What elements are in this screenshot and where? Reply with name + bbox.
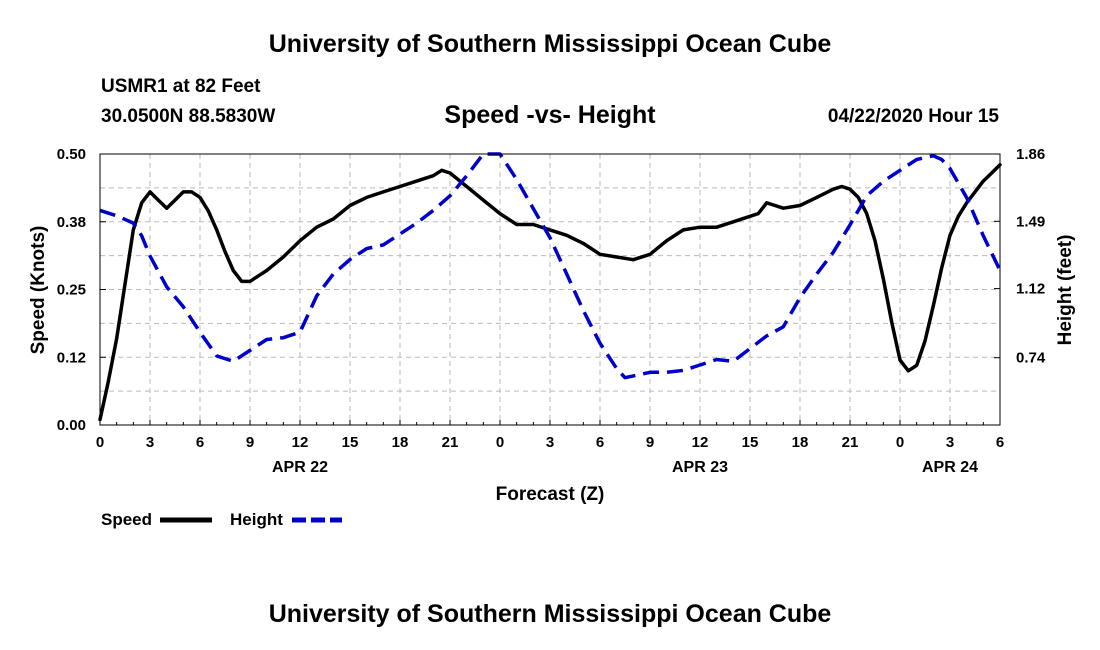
- y2-tick-label: 0.74: [1016, 350, 1046, 367]
- x-tick-label: 21: [442, 434, 459, 451]
- y-tick-label: 0.00: [57, 417, 86, 434]
- y-tick-label: 0.50: [57, 146, 86, 163]
- y2-tick-label: 1.86: [1016, 146, 1045, 163]
- x-tick-label: 0: [96, 434, 104, 451]
- y2-tick-label: 1.12: [1016, 281, 1045, 298]
- y-tick-label: 0.12: [57, 349, 86, 366]
- x-tick-label: 15: [342, 434, 359, 451]
- legend-height-label: Height: [230, 510, 283, 529]
- y2-axis-label: Height (feet): [1055, 235, 1076, 346]
- x-tick-label: 21: [842, 434, 859, 451]
- x-tick-label: 15: [742, 434, 759, 451]
- x-tick-label: 0: [896, 434, 904, 451]
- x-tick-label: 12: [692, 434, 709, 451]
- x-tick-label: 18: [392, 434, 409, 451]
- x-tick-label: 6: [196, 434, 204, 451]
- legend: Speed Height: [101, 510, 342, 529]
- series-line-speed: [98, 163, 1002, 422]
- x-tick-label: 0: [496, 434, 504, 451]
- grid: [100, 154, 1000, 425]
- y2-tick-label: 1.49: [1016, 213, 1045, 230]
- x-tick-label: 12: [292, 434, 309, 451]
- series-layer: [98, 152, 1002, 422]
- page-title: University of Southern Mississippi Ocean…: [268, 30, 832, 58]
- date-label: APR 22: [272, 459, 328, 476]
- y-tick-label: 0.25: [57, 282, 86, 299]
- y-axis-label: Speed (Knots): [28, 226, 49, 355]
- x-tick-label: 9: [646, 434, 654, 451]
- forecast-datetime: 04/22/2020 Hour 15: [827, 106, 999, 127]
- legend-speed-label: Speed: [101, 510, 152, 529]
- x-axis-label: Forecast (Z): [496, 484, 605, 505]
- x-tick-label: 3: [946, 434, 954, 451]
- x-tick-label: 3: [146, 434, 154, 451]
- chart-title: Speed -vs- Height: [444, 101, 656, 129]
- x-tick-label: 18: [792, 434, 809, 451]
- x-tick-label: 6: [996, 434, 1004, 451]
- axes: 0 3 6 9 12 15 18 21 0 3 6 9 12 15 18 21 0 3 6 APR 22 APR 23 A…: [57, 146, 1046, 476]
- x-tick-label: 3: [546, 434, 554, 451]
- x-tick-label: 6: [596, 434, 604, 451]
- station-label: USMR1 at 82 Feet: [101, 76, 261, 97]
- date-label: APR 23: [672, 459, 728, 476]
- series-line-height: [99, 152, 1002, 380]
- station-coordinates: 30.0500N 88.5830W: [101, 106, 276, 127]
- date-label: APR 24: [922, 459, 978, 476]
- footer-title: University of Southern Mississippi Ocean…: [268, 600, 832, 628]
- x-tick-label: 9: [246, 434, 254, 451]
- y-tick-label: 0.38: [57, 214, 86, 231]
